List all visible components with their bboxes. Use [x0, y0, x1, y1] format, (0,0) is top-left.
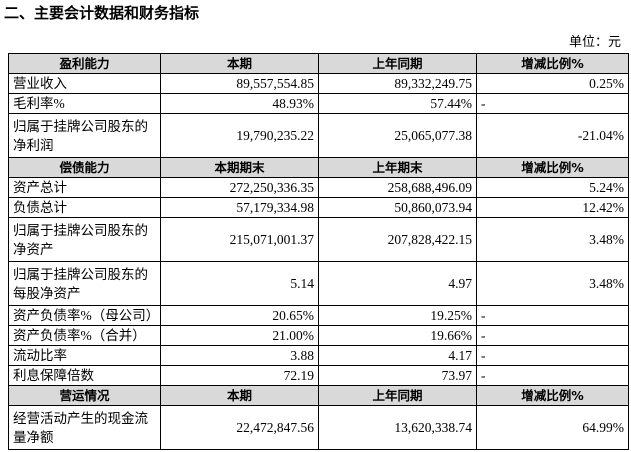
- data-row: 毛利率% 48.93% 57.44% -: [8, 93, 629, 114]
- value-cell: 5.24%: [476, 177, 629, 198]
- value-cell: 3.48%: [476, 217, 629, 262]
- label-line: 毛利率%: [13, 96, 65, 111]
- label-line: 量净额: [13, 429, 54, 445]
- value-cell: 50,860,073.94: [318, 197, 477, 218]
- row-label: 流动比率: [8, 345, 161, 366]
- value-cell: 73.97: [318, 365, 477, 386]
- value-cell: 89,332,249.75: [318, 73, 477, 94]
- row-label: 资产负债率%（合并）: [8, 325, 161, 346]
- unit-label: 单位：元: [568, 34, 621, 49]
- header-cell: 上年同期: [318, 385, 477, 406]
- value-cell: -21.04%: [476, 113, 629, 158]
- header-cell: 增减比例%: [476, 53, 629, 74]
- data-row: 资产总计 272,250,336.35 258,688,496.09 5.24%: [8, 177, 629, 198]
- header-cell: 偿债能力: [8, 157, 161, 178]
- value-cell: 21.00%: [160, 325, 319, 346]
- data-row: 资产负债率%（合并） 21.00% 19.66% -: [8, 325, 629, 346]
- data-row: 归属于挂牌公司股东的 净资产 215,071,001.37 207,828,422.1…: [8, 217, 629, 262]
- header-row: 营运情况 本期 上年同期 增减比例%: [8, 385, 629, 406]
- data-row: 利息保障倍数 72.19 73.97-: [8, 365, 629, 386]
- row-label: 归属于挂牌公司股东的 每股净资产: [8, 261, 161, 306]
- value-cell: -: [476, 305, 629, 326]
- header-cell: 增减比例%: [476, 385, 629, 406]
- header-cell: 本期: [160, 385, 319, 406]
- value-cell: 5.14: [160, 261, 319, 306]
- row-label: 归属于挂牌公司股东的 净资产: [8, 217, 161, 262]
- value-cell: 272,250,336.35: [160, 177, 319, 198]
- label-line: 资产负债率%（合并）: [13, 328, 146, 343]
- label-line: 流动比率: [13, 348, 67, 363]
- header-cell: 上年期末: [318, 157, 477, 178]
- row-label: 资产总计: [8, 177, 161, 198]
- label-line: 经营活动产生的现金流: [13, 410, 148, 426]
- row-label: 经营活动产生的现金流 量净额: [8, 405, 161, 450]
- value-cell: 19.25%: [318, 305, 477, 326]
- label-line: 负债总计: [13, 200, 67, 215]
- label-line: 每股净资产: [13, 285, 81, 301]
- value-cell: 20.65%: [160, 305, 319, 326]
- value-cell: 72.19: [160, 365, 319, 386]
- value-cell: 3.88: [160, 345, 319, 366]
- value-cell: 57,179,334.98: [160, 197, 319, 218]
- header-cell: 上年同期: [318, 53, 477, 74]
- data-row: 归属于挂牌公司股东的 净利润 19,790,235.22 25,065,077.38-…: [8, 113, 629, 158]
- label-line: 营业收入: [13, 76, 67, 91]
- value-cell: 48.93%: [160, 93, 319, 114]
- value-cell: 13,620,338.74: [318, 405, 477, 450]
- value-cell: 4.17: [318, 345, 477, 366]
- data-row: 流动比率 3.88 4.17-: [8, 345, 629, 366]
- table-body: 盈利能力 本期 上年同期 增减比例% 营业收入 89,557,554.85 89,332,2…: [8, 53, 629, 450]
- data-row: 归属于挂牌公司股东的 每股净资产 5.14 4.97 3.48%: [8, 261, 629, 306]
- header-row: 偿债能力 本期期末 上年期末 增减比例%: [8, 157, 629, 178]
- value-cell: -: [476, 93, 629, 114]
- header-cell: 盈利能力: [8, 53, 161, 74]
- label-line: 净利润: [13, 137, 54, 153]
- header-cell: 营运情况: [8, 385, 161, 406]
- value-cell: -: [476, 365, 629, 386]
- value-cell: -: [476, 325, 629, 346]
- row-label: 利息保障倍数: [8, 365, 161, 386]
- label-line: 资产总计: [13, 180, 67, 195]
- row-label: 负债总计: [8, 197, 161, 218]
- data-row: 经营活动产生的现金流 量净额 22,472,847.56 13,620,338.74 6…: [8, 405, 629, 450]
- value-cell: 215,071,001.37: [160, 217, 319, 262]
- row-label: 资产负债率%（母公司）: [8, 305, 161, 326]
- header-cell: 本期期末: [160, 157, 319, 178]
- value-cell: 258,688,496.09: [318, 177, 477, 198]
- header-cell: 增减比例%: [476, 157, 629, 178]
- header-cell: 本期: [160, 53, 319, 74]
- value-cell: -: [476, 345, 629, 366]
- value-cell: 25,065,077.38: [318, 113, 477, 158]
- label-line: 归属于挂牌公司股东的: [13, 266, 148, 282]
- label-line: 资产负债率%（母公司）: [13, 308, 160, 323]
- label-line: 净资产: [13, 241, 54, 257]
- section-title: 二、主要会计数据和财务指标: [4, 4, 200, 22]
- header-row: 盈利能力 本期 上年同期 增减比例%: [8, 53, 629, 74]
- value-cell: 0.25%: [476, 73, 629, 94]
- value-cell: 57.44%: [318, 93, 477, 114]
- value-cell: 64.99%: [476, 405, 629, 450]
- label-line: 利息保障倍数: [13, 368, 94, 383]
- row-label: 营业收入: [8, 73, 161, 94]
- value-cell: 3.48%: [476, 261, 629, 306]
- value-cell: 19.66%: [318, 325, 477, 346]
- value-cell: 89,557,554.85: [160, 73, 319, 94]
- value-cell: 4.97: [318, 261, 477, 306]
- value-cell: 12.42%: [476, 197, 629, 218]
- data-row: 资产负债率%（母公司） 20.65% 19.25% -: [8, 305, 629, 326]
- data-row: 营业收入 89,557,554.85 89,332,249.75 0.25%: [8, 73, 629, 94]
- financial-table: 盈利能力 本期 上年同期 增减比例% 营业收入 89,557,554.85 89,332,2…: [8, 53, 629, 450]
- value-cell: 207,828,422.15: [318, 217, 477, 262]
- row-label: 归属于挂牌公司股东的 净利润: [8, 113, 161, 158]
- data-row: 负债总计 57,179,334.98 50,860,073.94 12.42%: [8, 197, 629, 218]
- value-cell: 22,472,847.56: [160, 405, 319, 450]
- label-line: 归属于挂牌公司股东的: [13, 118, 148, 134]
- label-line: 归属于挂牌公司股东的: [13, 222, 148, 238]
- value-cell: 19,790,235.22: [160, 113, 319, 158]
- row-label: 毛利率%: [8, 93, 161, 114]
